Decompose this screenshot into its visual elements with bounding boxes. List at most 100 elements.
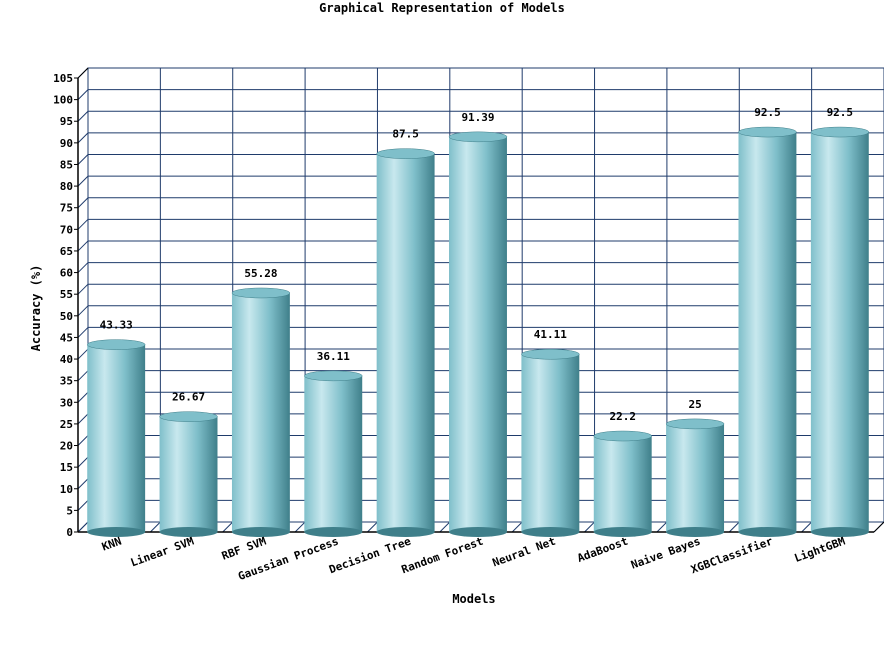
- y-tick-label: 40: [60, 353, 73, 366]
- bar-top: [86, 339, 146, 350]
- y-tick-label: 95: [60, 115, 73, 128]
- grid-diagonal: [77, 327, 89, 338]
- x-tick-label: Decision Tree: [327, 534, 413, 576]
- bar-top: [593, 430, 652, 442]
- bar: [738, 126, 797, 537]
- floor-line: [801, 521, 812, 533]
- bar-base: [521, 527, 580, 537]
- bar: [376, 148, 435, 537]
- y-tick-label: 65: [60, 245, 73, 258]
- bar-base: [159, 527, 218, 537]
- x-tick-label: LightGBM: [793, 534, 848, 564]
- y-axis-title: Accuracy (%): [29, 265, 43, 352]
- floor-line: [439, 521, 451, 533]
- grid-diagonal: [77, 262, 89, 273]
- grid-diagonal: [77, 89, 89, 100]
- bar: [86, 339, 146, 537]
- bar-base: [87, 527, 146, 537]
- grid-diagonal: [77, 478, 89, 490]
- data-label: 41.11: [534, 328, 567, 341]
- y-tick-label: 105: [53, 72, 73, 85]
- data-label: 92.5: [754, 106, 781, 119]
- y-tick-label: 85: [60, 158, 73, 171]
- y-tick-label: 50: [60, 310, 73, 323]
- y-tick-label: 90: [60, 137, 73, 150]
- floor-line: [150, 521, 161, 533]
- x-axis-title: Models: [452, 592, 495, 606]
- bar-top: [231, 287, 291, 299]
- bar-top: [448, 131, 508, 143]
- y-tick-label: 30: [60, 396, 73, 409]
- bar-base: [810, 527, 869, 537]
- bar: [810, 126, 870, 537]
- floor-line: [656, 521, 668, 533]
- bar-top: [304, 370, 363, 382]
- grid-diagonal: [77, 218, 89, 230]
- data-labels: 43.33 26.67 55.28 36.11 87.5 91.39 41.11 22.2 25…: [100, 106, 853, 423]
- floor-line: [222, 521, 234, 533]
- bar-base: [231, 527, 290, 537]
- floor-line: [367, 521, 378, 533]
- grid-diagonal: [77, 370, 89, 382]
- bar-body: [159, 416, 218, 532]
- floor-line: [728, 521, 740, 533]
- bar-body: [810, 132, 869, 533]
- bar: [665, 418, 725, 537]
- bar-body: [449, 136, 507, 532]
- data-label: 91.39: [461, 111, 494, 124]
- chart-title: Graphical Representation of Models: [319, 1, 565, 15]
- y-tick-label: 55: [60, 288, 73, 301]
- grid-diagonal: [77, 348, 89, 360]
- y-tick-label: 35: [60, 375, 73, 388]
- x-tick-label: Linear SVM: [129, 534, 196, 569]
- bar-body: [521, 354, 580, 532]
- x-tick-label: XGBClassifier: [689, 534, 775, 576]
- bar: [159, 411, 218, 537]
- bar-body: [738, 132, 797, 533]
- y-tick-label: 45: [60, 331, 73, 344]
- bar: [448, 131, 508, 537]
- y-tick-label: 100: [53, 94, 73, 107]
- y-tick-label: 0: [66, 526, 73, 539]
- grid-diagonal: [77, 391, 89, 403]
- floor-line: [511, 521, 523, 533]
- floor-line: [294, 521, 306, 533]
- bar-top: [665, 418, 725, 430]
- bar: [521, 348, 580, 537]
- bar-base: [376, 527, 435, 537]
- y-tick-label: 5: [66, 504, 73, 517]
- grid-diagonal: [77, 413, 89, 425]
- bar: [231, 287, 291, 537]
- data-label: 22.2: [609, 410, 636, 423]
- x-tick-label: AdaBoost: [576, 535, 630, 565]
- bar-body: [304, 375, 363, 532]
- grid-diagonal: [77, 175, 89, 187]
- x-tick-label: Random Forest: [400, 535, 485, 577]
- grid-diagonal: [77, 456, 89, 468]
- grid-diagonal: [77, 154, 89, 165]
- grid-diagonal: [77, 283, 89, 295]
- grid-diagonal: [77, 305, 89, 317]
- bar-base: [666, 527, 725, 537]
- bar-body: [231, 292, 290, 532]
- floor-line: [77, 521, 89, 533]
- y-tick-label: 25: [60, 418, 73, 431]
- floor-line: [584, 521, 595, 533]
- bar-base: [738, 527, 797, 537]
- y-tick-label: 15: [60, 461, 73, 474]
- grid-diagonal: [77, 435, 89, 446]
- bar-top: [521, 348, 580, 360]
- bars: [86, 126, 870, 537]
- y-tick-label: 10: [60, 483, 73, 496]
- grid-diagonal: [77, 197, 89, 209]
- bar-body: [376, 153, 435, 532]
- bar-body: [666, 423, 725, 532]
- data-label: 43.33: [100, 319, 133, 332]
- grid-diagonal: [77, 110, 89, 122]
- x-tick-label: Neural Net: [491, 535, 558, 570]
- axis-corner: [873, 521, 884, 533]
- bar-top: [159, 411, 218, 422]
- x-tick-label: RBF SVM: [220, 534, 268, 562]
